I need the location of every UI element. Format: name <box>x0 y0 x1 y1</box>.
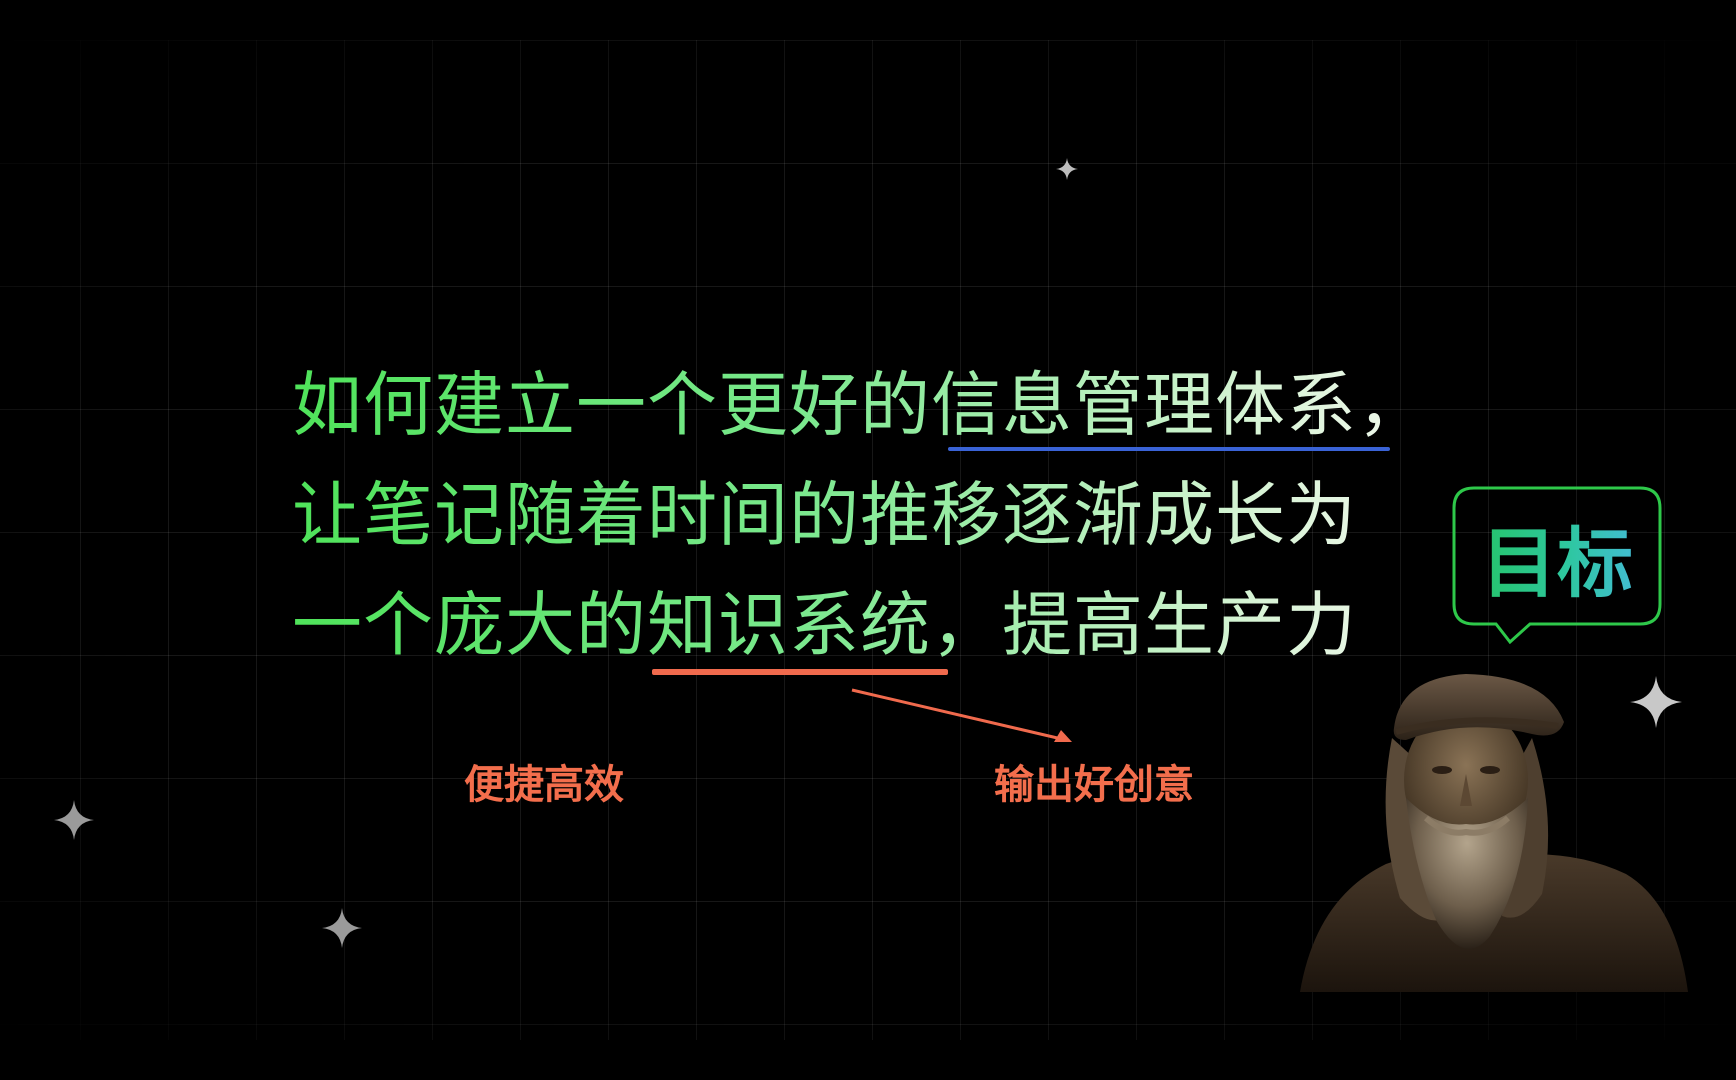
blue-underline <box>948 447 1390 451</box>
headline: 如何建立一个更好的信息管理体系， 让笔记随着时间的推移逐渐成长为 一个庞大的知识… <box>292 350 1432 680</box>
sparkle-icon <box>1056 158 1078 180</box>
label-convenient: 便捷高效 <box>464 762 624 808</box>
label-output-ideas: 输出好创意 <box>994 762 1194 808</box>
orange-underline <box>652 669 948 675</box>
speech-bubble <box>1452 486 1662 644</box>
bearded-man-portrait <box>1300 674 1688 992</box>
sparkle-icon <box>1630 676 1682 728</box>
sparkle-icon <box>54 800 94 840</box>
arrow-right-icon <box>851 688 1072 742</box>
headline-line-2: 让笔记随着时间的推移逐渐成长为 <box>292 460 1432 570</box>
headline-line-1: 如何建立一个更好的信息管理体系， <box>292 350 1432 460</box>
headline-line-3: 一个庞大的知识系统，提高生产力 <box>292 570 1432 680</box>
goal-text: 目标 <box>1452 510 1662 618</box>
sparkle-icon <box>322 908 362 948</box>
